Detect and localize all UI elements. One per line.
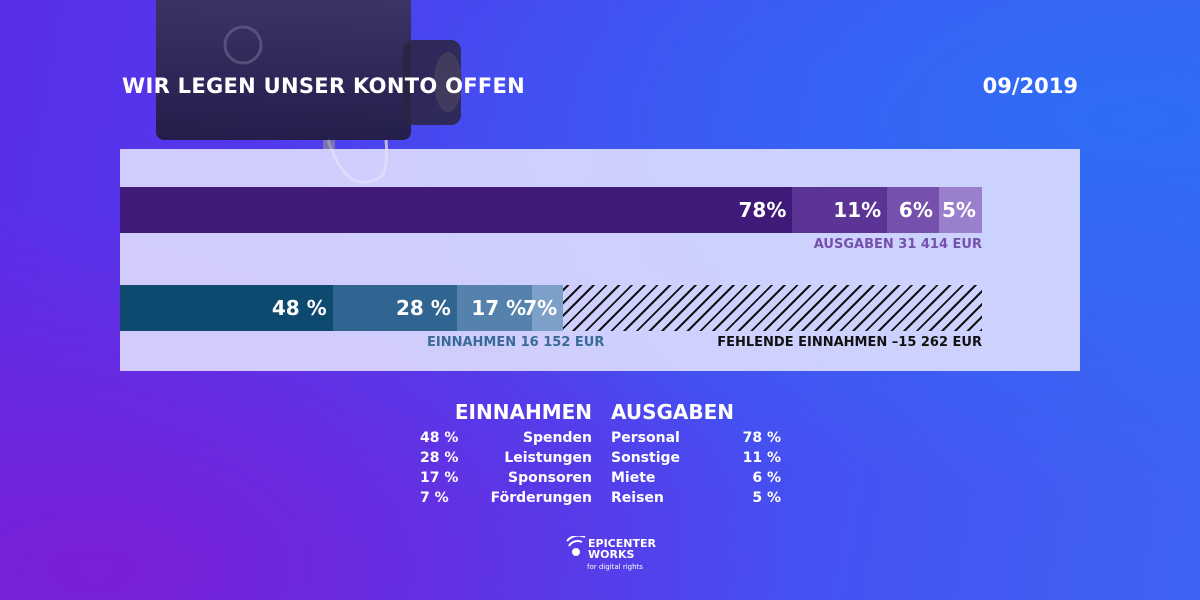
legend-einnahmen-row: 28 % Leistungen: [420, 448, 592, 468]
chart-panel: 78% 11% 6% 5% AUSGABEN 31 414 EUR 48 % 28 % 1…: [120, 149, 1080, 371]
einnahmen-caption: EINNAHMEN 16 152 EUR: [427, 335, 605, 350]
missing-income-caption: FEHLENDE EINNAHMEN –15 262 EUR: [717, 335, 982, 350]
legend-ausgaben-row: Miete 6 %: [611, 468, 781, 488]
einnahmen-segment-leistungen: 28 %: [332, 285, 457, 331]
legend-einnahmen-pct: 28 %: [420, 450, 459, 466]
ausgaben-segment-reisen: 5%: [938, 187, 982, 233]
ausgaben-caption: AUSGABEN 31 414 EUR: [813, 237, 982, 252]
legend-einnahmen-name: Sponsoren: [507, 470, 592, 486]
legend-einnahmen-heading: EINNAHMEN: [454, 400, 592, 424]
legend-einnahmen-pct: 48 %: [420, 430, 459, 446]
legend-ausgaben-pct: 5 %: [752, 490, 781, 506]
page-title: WIR LEGEN UNSER KONTO OFFEN: [122, 74, 526, 98]
legend-ausgaben-pct: 6 %: [752, 470, 781, 486]
missing-income-hatch: [563, 285, 982, 331]
legend-einnahmen: EINNAHMEN 48 % Spenden 28 % Leistungen 17 % S…: [420, 400, 592, 508]
legend-ausgaben-name: Reisen: [611, 490, 664, 506]
logo-line-1: EPICENTER: [588, 537, 656, 550]
legend-ausgaben: AUSGABEN Personal 78 % Sonstige 11 % Miete 6 …: [611, 400, 781, 508]
ausgaben-bar: 78% 11% 6% 5%: [120, 187, 982, 233]
epicenter-works-logo: [566, 536, 586, 556]
legend-ausgaben-pct: 11 %: [742, 450, 781, 466]
security-camera-photo: [156, 0, 462, 184]
einnahmen-segment-spenden: 48 %: [120, 285, 333, 331]
legend-ausgaben-row: Reisen 5 %: [611, 488, 781, 508]
legend-ausgaben-row: Sonstige 11 %: [611, 448, 781, 468]
legend-einnahmen-name: Leistungen: [504, 450, 592, 466]
einnahmen-bar: 48 % 28 % 17 % 7%: [120, 285, 564, 331]
legend-ausgaben-name: Sonstige: [611, 450, 681, 466]
legend-einnahmen-row: 17 % Sponsoren: [420, 468, 592, 488]
einnahmen-segment-förderungen: 7%: [523, 285, 564, 331]
einnahmen-segment-sponsoren: 17 %: [456, 285, 533, 331]
legend-einnahmen-pct: 7 %: [420, 490, 449, 506]
legend-ausgaben-name: Miete: [611, 470, 656, 486]
legend-einnahmen-row: 7 % Förderungen: [420, 488, 592, 508]
legend-einnahmen-row: 48 % Spenden: [420, 428, 592, 448]
legend-einnahmen-name: Spenden: [522, 430, 592, 446]
legend-einnahmen-pct: 17 %: [420, 470, 459, 486]
logo-tagline: for digital rights: [587, 563, 643, 571]
legend-ausgaben-name: Personal: [611, 430, 680, 446]
legend-ausgaben-row: Personal 78 %: [611, 428, 781, 448]
logo-wordmark: EPICENTER WORKS: [588, 538, 656, 560]
logo-line-2: WORKS: [588, 548, 635, 561]
ausgaben-segment-sonstige: 11%: [792, 187, 888, 233]
legend-ausgaben-pct: 78 %: [742, 430, 781, 446]
ausgaben-segment-miete: 6%: [887, 187, 939, 233]
ausgaben-segment-personal: 78%: [120, 187, 793, 233]
report-date: 09/2019: [982, 74, 1078, 98]
legend-ausgaben-heading: AUSGABEN: [611, 400, 735, 424]
legend-einnahmen-name: Förderungen: [490, 490, 592, 506]
